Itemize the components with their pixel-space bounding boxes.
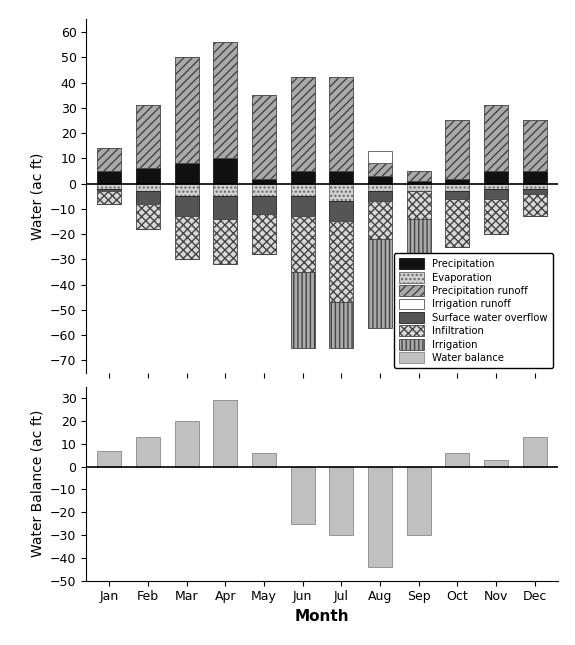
Bar <box>175 217 199 259</box>
Bar <box>484 460 508 466</box>
Bar <box>252 196 276 214</box>
Bar <box>368 466 392 567</box>
Bar <box>523 188 547 193</box>
Bar <box>252 179 276 184</box>
Bar <box>523 121 547 171</box>
Bar <box>175 57 199 163</box>
Bar <box>368 239 392 328</box>
Bar <box>175 184 199 196</box>
Bar <box>329 303 353 348</box>
Bar <box>136 437 160 466</box>
Bar <box>368 163 392 176</box>
Bar <box>213 196 237 219</box>
Bar <box>329 77 353 171</box>
Bar <box>213 158 237 184</box>
Bar <box>97 171 121 184</box>
Bar <box>329 466 353 535</box>
Y-axis label: Water Balance (ac ft): Water Balance (ac ft) <box>30 410 44 557</box>
Bar <box>484 105 508 171</box>
Bar <box>291 77 315 171</box>
Bar <box>136 184 160 191</box>
Bar <box>523 184 547 188</box>
Bar <box>175 421 199 466</box>
Bar <box>291 184 315 196</box>
Bar <box>484 199 508 234</box>
Bar <box>97 184 121 188</box>
Bar <box>407 191 431 219</box>
Bar <box>97 188 121 191</box>
Bar <box>291 466 315 524</box>
Bar <box>291 171 315 184</box>
Bar <box>484 171 508 184</box>
Bar <box>368 184 392 191</box>
Bar <box>213 401 237 466</box>
Bar <box>523 437 547 466</box>
Bar <box>407 466 431 535</box>
Bar <box>136 204 160 229</box>
Bar <box>252 184 276 196</box>
Bar <box>213 219 237 264</box>
Bar <box>329 184 353 201</box>
Bar <box>291 272 315 348</box>
Bar <box>368 176 392 184</box>
Bar <box>407 171 431 181</box>
Bar <box>368 191 392 201</box>
Bar <box>213 184 237 196</box>
Bar <box>97 451 121 466</box>
Bar <box>484 184 508 188</box>
Bar <box>445 121 469 179</box>
Bar <box>445 184 469 191</box>
Bar <box>407 181 431 184</box>
Legend: Precipitation, Evaporation, Precipitation runoff, Irrigation runoff, Surface wat: Precipitation, Evaporation, Precipitatio… <box>394 253 553 368</box>
Bar <box>97 148 121 171</box>
Bar <box>368 201 392 239</box>
Bar <box>252 95 276 179</box>
Bar <box>136 105 160 168</box>
Bar <box>329 171 353 184</box>
Bar <box>329 221 353 303</box>
Bar <box>175 163 199 184</box>
Bar <box>252 214 276 254</box>
Bar <box>136 168 160 184</box>
Bar <box>329 201 353 221</box>
Bar <box>136 191 160 204</box>
Y-axis label: Water (ac ft): Water (ac ft) <box>30 152 44 240</box>
Bar <box>445 191 469 199</box>
Bar <box>445 199 469 247</box>
Bar <box>407 219 431 267</box>
Bar <box>445 453 469 466</box>
X-axis label: Month: Month <box>295 609 350 624</box>
Bar <box>291 196 315 217</box>
Bar <box>523 171 547 184</box>
Bar <box>97 191 121 204</box>
Bar <box>291 217 315 272</box>
Bar <box>523 194 547 217</box>
Bar <box>213 42 237 158</box>
Bar <box>484 188 508 199</box>
Bar <box>445 179 469 184</box>
Bar <box>175 196 199 217</box>
Bar <box>368 151 392 163</box>
Bar <box>252 453 276 466</box>
Bar <box>407 184 431 191</box>
